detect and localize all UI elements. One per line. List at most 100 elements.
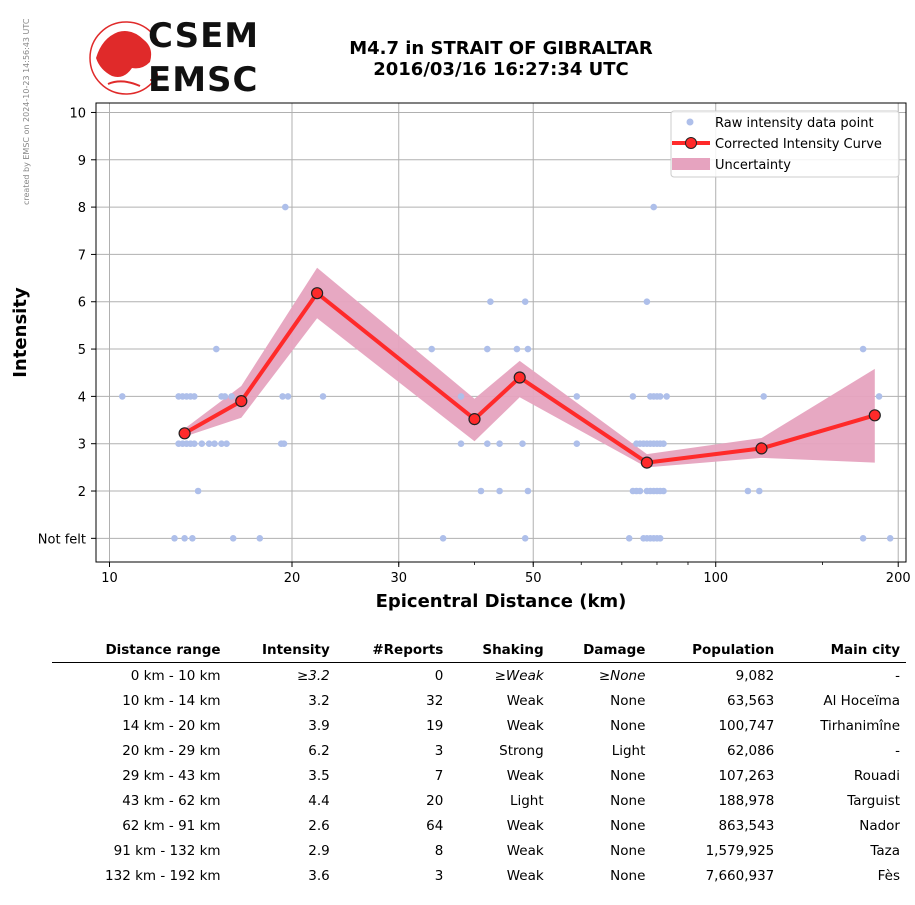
uncertainty-band [184, 267, 875, 468]
raw-data-point-71 [629, 393, 637, 400]
curve-point-2 [311, 287, 324, 300]
x-axis-label: Epicentral Distance (km) [376, 591, 627, 612]
uncertainty-band-layer [184, 267, 875, 468]
table-cell: 29 km - 43 km [122, 767, 221, 784]
chart-title: M4.7 in STRAIT OF GIBRALTAR 2016/03/16 1… [250, 38, 752, 80]
header-intensity: Intensity [226, 640, 336, 663]
raw-data-point-4 [229, 535, 237, 542]
table-cell: - [895, 742, 900, 759]
title-line-event: M4.7 in STRAIT OF GIBRALTAR [349, 38, 653, 59]
table-cell: Targuist [847, 792, 900, 809]
table-cell: 4.4 [308, 792, 330, 809]
raw-data-point-64 [221, 393, 229, 400]
y-axis-label: Intensity [10, 287, 31, 378]
raw-data-point-83 [524, 345, 532, 353]
table-cell: 10 km - 14 km [122, 692, 221, 709]
raw-data-point-29 [660, 487, 667, 495]
table-cell: 20 [426, 792, 444, 809]
table-row: 0 km - 10 km ≥3.2 0 ≥Weak ≥None 9,082 - [52, 663, 906, 689]
raw-data-point-18 [477, 487, 485, 495]
raw-data-point-69 [457, 393, 465, 400]
y-tick-label-8: 9 [78, 154, 86, 169]
table-row: 14 km - 20 km 3.9 19 Weak None 100,747 Tirhani… [52, 713, 906, 738]
raw-data-point-43 [280, 440, 288, 448]
raw-data-point-39 [211, 440, 218, 448]
raw-data-point-79 [213, 345, 220, 353]
globe-logo-icon [89, 21, 158, 95]
table-cell: 7,660,937 [705, 867, 775, 884]
raw-data-point-75 [656, 393, 664, 400]
curve-point-7 [868, 409, 881, 422]
y-tick-label-5: 6 [78, 296, 86, 311]
table-cell: Rouadi [853, 767, 900, 784]
raw-data-point-86 [521, 298, 529, 306]
raw-data-point-2 [181, 535, 188, 542]
table-cell: 0 [434, 667, 444, 684]
table-row: 43 km - 62 km 4.4 20 Light None 188,978 Targui… [52, 788, 906, 813]
x-tick-label-3: 50 [525, 571, 542, 586]
table-cell: 20 km - 29 km [122, 742, 221, 759]
raw-data-point-47 [519, 440, 526, 448]
table-cell: 19 [426, 717, 444, 734]
legend-curve-marker [685, 137, 697, 149]
table-cell: Al Hoceïma [823, 692, 900, 709]
raw-data-point-77 [760, 393, 767, 400]
y-tick-label-2: 3 [78, 438, 86, 453]
table-cell: Tirhanimîne [820, 717, 900, 734]
table-body: 0 km - 10 km ≥3.2 0 ≥Weak ≥None 9,082 - 10 km -… [52, 663, 906, 889]
legend-raw-label: Raw intensity data point [715, 116, 874, 131]
curve-point-3 [468, 413, 481, 426]
table-cell: None [610, 692, 646, 709]
raw-data-point-31 [756, 487, 763, 495]
table-cell: None [610, 792, 646, 809]
title-line-datetime: 2016/03/16 16:27:34 UTC [373, 59, 629, 80]
table-cell: 3.6 [308, 867, 330, 884]
raw-data-point-41 [223, 440, 230, 448]
table-cell: 7 [434, 767, 444, 784]
y-tick-label-9: 10 [69, 106, 86, 121]
curve-point-4 [513, 371, 526, 384]
table-cell: 14 km - 20 km [122, 717, 221, 734]
legend-band-swatch [672, 158, 710, 170]
table-cell: 91 km - 132 km [113, 842, 221, 859]
table-cell: None [610, 842, 646, 859]
corrected-curve-line [183, 291, 876, 465]
table-cell: Weak [506, 842, 544, 859]
table-cell: Weak [506, 692, 544, 709]
tick-label-layer: 10 20 30 50 100 200 Not felt 2 3 4 5 6 7 8 9 10 [38, 106, 911, 586]
table-cell: 1,579,925 [705, 842, 775, 859]
raw-data-point-45 [484, 440, 491, 448]
raw-data-point-6 [439, 535, 447, 542]
table-cell: Weak [506, 767, 544, 784]
table-cell: 107,263 [718, 767, 775, 784]
raw-data-point-7 [521, 535, 529, 542]
table-cell: Weak [506, 867, 544, 884]
raw-data-point-1 [171, 535, 178, 542]
table-cell: 6.2 [308, 742, 330, 759]
table-cell: Taza [870, 842, 900, 859]
table-cell: ≥None [598, 667, 646, 684]
logo-text-csem: CSEM [148, 16, 260, 56]
raw-data-point-44 [457, 440, 465, 448]
csem-emsc-logo: CSEM EMSC [88, 16, 260, 100]
legend-box [670, 110, 900, 178]
table-cell: 132 km - 192 km [105, 867, 221, 884]
raw-data-point-81 [484, 345, 491, 353]
table-row: 29 km - 43 km 3.5 7 Weak None 107,263 Rouadi [52, 763, 906, 788]
table-cell: 3 [434, 867, 444, 884]
raw-data-point-40 [218, 440, 225, 448]
raw-data-point-88 [282, 203, 289, 211]
table-cell: 3.2 [308, 692, 330, 709]
raw-data-point-0 [119, 393, 126, 400]
raw-data-point-68 [319, 393, 327, 400]
raw-data-point-85 [487, 298, 494, 306]
table-cell: Light [611, 742, 646, 759]
raw-data-point-65 [228, 393, 235, 400]
table-cell: 2.6 [308, 817, 330, 834]
y-tick-label-6: 7 [78, 248, 86, 263]
table-cell: 63,563 [727, 692, 775, 709]
raw-data-point-82 [513, 345, 521, 353]
x-tick-label-5: 200 [886, 571, 911, 586]
raw-data-point-20 [524, 487, 532, 495]
raw-data-point-84 [859, 345, 867, 353]
